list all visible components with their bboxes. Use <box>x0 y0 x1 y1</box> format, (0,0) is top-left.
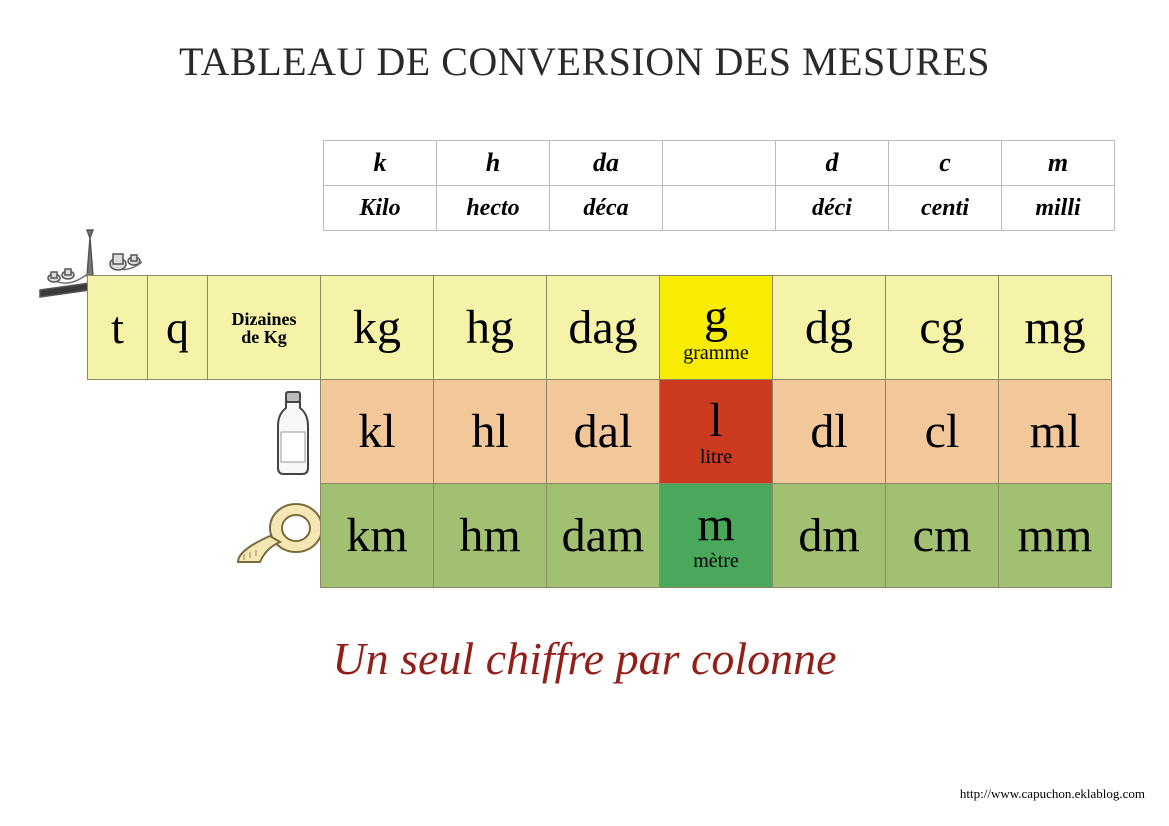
rule-note: Un seul chiffre par colonne <box>0 632 1169 685</box>
mass-g-name: gramme <box>683 343 749 363</box>
dizaines-label-1: Dizaines <box>232 310 297 328</box>
dizaines-label-2: de Kg <box>241 328 287 346</box>
conversion-grid: t q Dizaines de Kg kg hg dag g gramme dg… <box>87 275 1112 588</box>
vol-dl: dl <box>773 380 886 484</box>
prefix-name: Kilo <box>324 186 437 231</box>
prefix-table: k h da d c m Kilo hecto déca déci centi … <box>323 140 1115 231</box>
source-url: http://www.capuchon.eklablog.com <box>960 786 1145 802</box>
mass-quintal: q <box>148 276 208 380</box>
prefix-symbol: da <box>550 141 663 186</box>
vol-ml: ml <box>999 380 1112 484</box>
vol-l: l litre <box>660 380 773 484</box>
vol-dal: dal <box>547 380 660 484</box>
page: TABLEAU DE CONVERSION DES MESURES k h da… <box>0 0 1169 826</box>
vol-hl: hl <box>434 380 547 484</box>
len-m-name: mètre <box>693 551 739 571</box>
mass-dg: dg <box>773 276 886 380</box>
prefix-symbol: m <box>1002 141 1115 186</box>
prefix-symbols-row: k h da d c m <box>324 141 1115 186</box>
len-cm: cm <box>886 484 999 588</box>
mass-cg: cg <box>886 276 999 380</box>
mass-dag: dag <box>547 276 660 380</box>
prefix-name: déci <box>776 186 889 231</box>
vol-kl: kl <box>321 380 434 484</box>
volume-row: kl hl dal l litre dl cl ml <box>88 380 1112 484</box>
prefix-names-row: Kilo hecto déca déci centi milli <box>324 186 1115 231</box>
prefix-name: centi <box>889 186 1002 231</box>
mass-hg: hg <box>434 276 547 380</box>
prefix-name <box>663 186 776 231</box>
len-m-symbol: m <box>697 501 734 549</box>
mass-dizaines-kg: Dizaines de Kg <box>208 276 321 380</box>
prefix-symbol <box>663 141 776 186</box>
mass-kg: kg <box>321 276 434 380</box>
length-row: km hm dam m mètre dm cm mm <box>88 484 1112 588</box>
len-km: km <box>321 484 434 588</box>
prefix-symbol: c <box>889 141 1002 186</box>
prefix-name: hecto <box>437 186 550 231</box>
empty-cell <box>88 380 321 484</box>
vol-l-symbol: l <box>709 397 722 445</box>
vol-l-name: litre <box>700 447 732 467</box>
mass-tonne: t <box>88 276 148 380</box>
empty-cell <box>88 484 321 588</box>
mass-mg: mg <box>999 276 1112 380</box>
prefix-name: milli <box>1002 186 1115 231</box>
mass-row: t q Dizaines de Kg kg hg dag g gramme dg… <box>88 276 1112 380</box>
vol-cl: cl <box>886 380 999 484</box>
len-mm: mm <box>999 484 1112 588</box>
len-m: m mètre <box>660 484 773 588</box>
prefix-name: déca <box>550 186 663 231</box>
prefix-symbol: k <box>324 141 437 186</box>
len-dm: dm <box>773 484 886 588</box>
mass-g-symbol: g <box>704 293 728 341</box>
len-dam: dam <box>547 484 660 588</box>
len-hm: hm <box>434 484 547 588</box>
prefix-symbol: h <box>437 141 550 186</box>
page-title: TABLEAU DE CONVERSION DES MESURES <box>0 0 1169 85</box>
prefix-symbol: d <box>776 141 889 186</box>
mass-g: g gramme <box>660 276 773 380</box>
